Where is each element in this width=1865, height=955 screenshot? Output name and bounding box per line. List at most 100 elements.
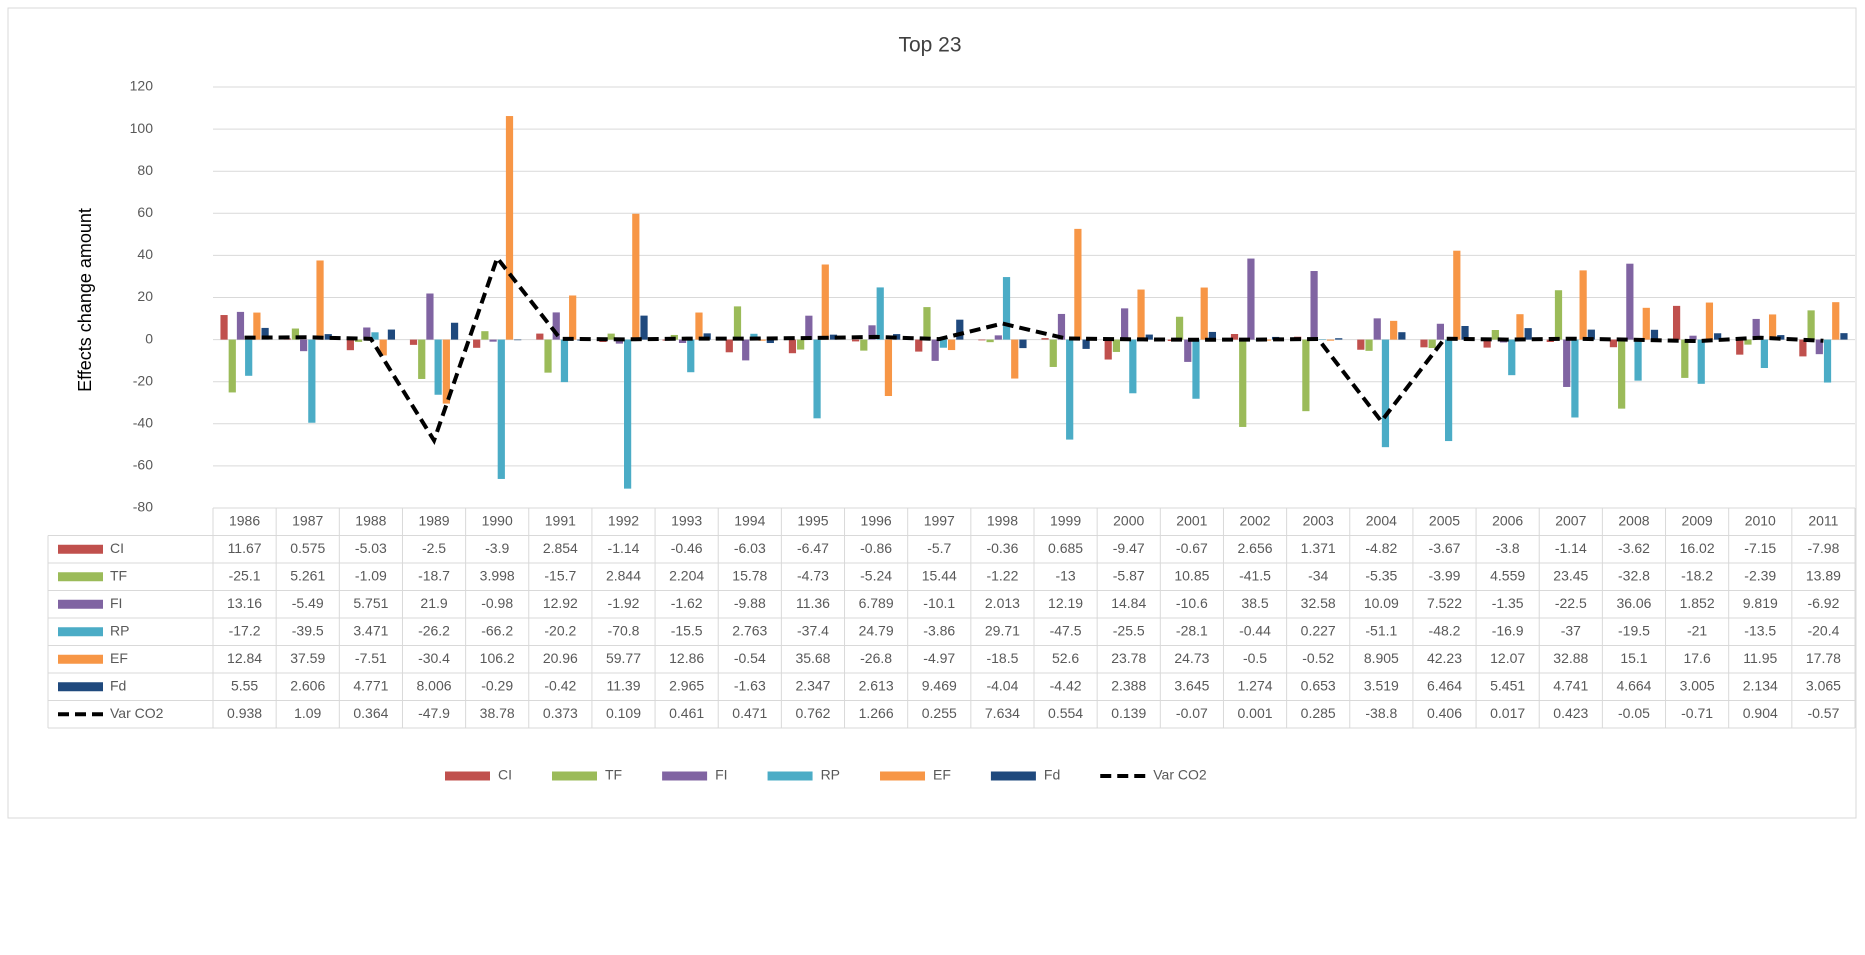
legend-label: EF — [933, 767, 951, 783]
table-cell: -3.86 — [923, 622, 955, 638]
table-cell: -0.52 — [1302, 650, 1334, 666]
table-cell: 14.84 — [1111, 595, 1146, 611]
bar — [1799, 339, 1807, 357]
table-cell: -7.98 — [1807, 540, 1839, 556]
x-tick-label: 2009 — [1682, 512, 1713, 528]
bar — [1390, 320, 1398, 340]
bar — [956, 319, 964, 340]
table-cell: -18.2 — [1681, 567, 1713, 583]
table-cell: -0.5 — [1243, 650, 1267, 666]
table-cell: 2.763 — [732, 622, 767, 638]
table-cell: 0.461 — [669, 705, 704, 721]
table-cell: 9.819 — [1743, 595, 1778, 611]
bar — [1571, 339, 1579, 418]
legend-key — [445, 771, 490, 781]
x-tick-label: 1996 — [861, 512, 892, 528]
bar — [1074, 228, 1082, 340]
bar — [308, 339, 316, 423]
table-cell: 1.09 — [294, 705, 321, 721]
table-cell: -5.03 — [355, 540, 387, 556]
table-cell: 17.6 — [1683, 650, 1710, 666]
bar — [1302, 339, 1310, 412]
bar — [805, 315, 813, 340]
table-cell: 1.371 — [1301, 540, 1336, 556]
table-cell: -13.5 — [1744, 622, 1776, 638]
bar — [1420, 339, 1428, 348]
bar — [1744, 339, 1752, 345]
bar — [1145, 334, 1153, 340]
bar — [1175, 316, 1184, 340]
table-cell: 35.68 — [795, 650, 830, 666]
bar — [1239, 339, 1247, 427]
table-cell: -18.7 — [418, 567, 450, 583]
bar — [851, 339, 860, 342]
legend-label: FI — [715, 767, 727, 783]
table-cell: 36.06 — [1616, 595, 1651, 611]
bar — [1491, 330, 1499, 340]
table-cell: 13.16 — [227, 595, 262, 611]
legend-key — [552, 771, 597, 781]
table-cell: 0.554 — [1048, 705, 1083, 721]
bar — [797, 339, 805, 350]
bar — [624, 339, 632, 489]
table-cell: -13 — [1055, 567, 1075, 583]
bar — [497, 339, 505, 479]
table-cell: -0.05 — [1618, 705, 1650, 721]
bar — [560, 339, 569, 383]
bar — [536, 333, 544, 340]
table-cell: -1.92 — [608, 595, 640, 611]
table-cell: -51.1 — [1365, 622, 1397, 638]
table-cell: 3.519 — [1364, 677, 1399, 693]
table-cell: 12.84 — [227, 650, 262, 666]
bar — [481, 331, 489, 340]
table-cell: -37.4 — [797, 622, 829, 638]
bar — [1461, 325, 1469, 340]
table-cell: -15.5 — [671, 622, 703, 638]
table-cell: 0.575 — [290, 540, 325, 556]
bar — [678, 339, 687, 344]
legend-label: Var CO2 — [1153, 767, 1207, 783]
table-cell: 2.854 — [543, 540, 578, 556]
bar — [615, 339, 623, 344]
table-cell: -0.57 — [1807, 705, 1839, 721]
table-cell: 1.274 — [1238, 677, 1273, 693]
table-cell: 2.613 — [859, 677, 894, 693]
bar — [450, 322, 459, 340]
bar — [986, 339, 994, 343]
table-cell: -20.2 — [544, 622, 576, 638]
bar — [1634, 339, 1642, 381]
bar — [1752, 318, 1760, 340]
table-cell: 4.559 — [1490, 567, 1525, 583]
table-cell: -25.5 — [1113, 622, 1145, 638]
table-cell: 32.88 — [1553, 650, 1588, 666]
bar — [426, 293, 434, 340]
table-cell: 29.71 — [985, 622, 1020, 638]
table-cell: -3.62 — [1618, 540, 1650, 556]
table-cell: 2.656 — [1238, 540, 1273, 556]
table-cell: -9.47 — [1113, 540, 1145, 556]
x-tick-label: 1999 — [1050, 512, 1081, 528]
table-cell: 11.67 — [228, 540, 262, 556]
bar — [1516, 314, 1524, 340]
bar — [363, 327, 371, 340]
bar — [552, 312, 560, 340]
table-cell: -28.1 — [1176, 622, 1208, 638]
table-cell: 5.55 — [231, 677, 258, 693]
bar — [1650, 329, 1659, 340]
table-cell: -0.29 — [481, 677, 513, 693]
y-tick-label: 80 — [137, 162, 153, 178]
bar — [923, 307, 931, 340]
table-cell: 12.19 — [1048, 595, 1083, 611]
bar — [703, 333, 711, 340]
legend-key — [58, 544, 103, 554]
table-cell: -26.8 — [860, 650, 892, 666]
table-row-label: FI — [110, 595, 122, 611]
table-cell: -0.86 — [860, 540, 892, 556]
table-cell: 16.02 — [1680, 540, 1715, 556]
table-cell: -0.98 — [481, 595, 513, 611]
table-cell: 2.965 — [669, 677, 704, 693]
table-cell: -0.71 — [1681, 705, 1713, 721]
table-cell: -32.8 — [1618, 567, 1650, 583]
x-tick-label: 2001 — [1176, 512, 1207, 528]
bar — [1483, 339, 1491, 348]
